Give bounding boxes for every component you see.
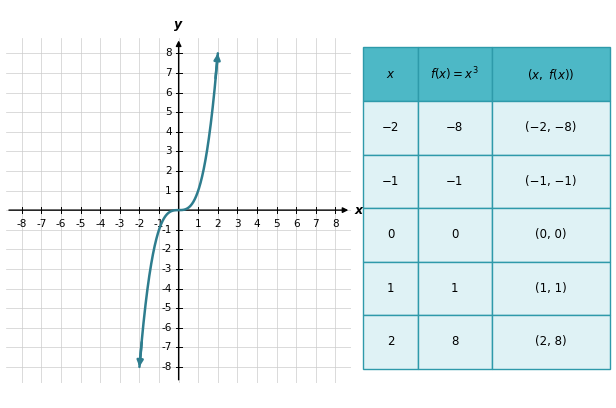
Text: $\bfit{y}$: $\bfit{y}$: [173, 19, 184, 33]
Text: 2: 2: [165, 166, 172, 176]
Text: 5: 5: [165, 107, 172, 117]
Bar: [363, 262, 418, 315]
Bar: [492, 155, 610, 208]
Text: -8: -8: [17, 219, 27, 229]
Text: -4: -4: [95, 219, 105, 229]
Bar: [418, 262, 492, 315]
Text: 8: 8: [451, 335, 458, 348]
Bar: [418, 101, 492, 155]
Text: $f(x) = x^3$: $f(x) = x^3$: [430, 65, 479, 83]
Bar: [492, 315, 610, 369]
Text: 1: 1: [451, 282, 458, 295]
Text: 4: 4: [254, 219, 261, 229]
Text: -1: -1: [161, 225, 172, 235]
Text: -3: -3: [161, 264, 172, 274]
Text: (−1, −1): (−1, −1): [525, 175, 577, 188]
Text: 0: 0: [451, 228, 458, 242]
Bar: [492, 208, 610, 262]
Bar: [363, 315, 418, 369]
Text: 7: 7: [312, 219, 319, 229]
Bar: [492, 262, 610, 315]
Text: -8: -8: [161, 362, 172, 372]
Text: 7: 7: [165, 68, 172, 78]
Bar: [418, 47, 492, 101]
Bar: [492, 101, 610, 155]
Bar: [418, 315, 492, 369]
Text: −1: −1: [446, 175, 463, 188]
Text: $x$: $x$: [386, 68, 395, 81]
Text: -6: -6: [161, 323, 172, 333]
Text: 1: 1: [195, 219, 201, 229]
Text: -3: -3: [115, 219, 125, 229]
Bar: [363, 101, 418, 155]
Text: 6: 6: [165, 88, 172, 98]
Text: 3: 3: [165, 146, 172, 156]
Text: -7: -7: [161, 342, 172, 353]
Text: 3: 3: [234, 219, 241, 229]
Text: 4: 4: [165, 127, 172, 137]
Bar: [492, 47, 610, 101]
Bar: [363, 208, 418, 262]
Bar: [363, 155, 418, 208]
Text: -2: -2: [134, 219, 145, 229]
Text: (1, 1): (1, 1): [535, 282, 567, 295]
Text: 8: 8: [165, 48, 172, 58]
Text: 2: 2: [387, 335, 394, 348]
Text: $(x,\ f(x))$: $(x,\ f(x))$: [527, 67, 574, 82]
Text: 8: 8: [332, 219, 339, 229]
Text: -5: -5: [161, 303, 172, 313]
Text: (−2, −8): (−2, −8): [525, 121, 577, 134]
Text: -2: -2: [161, 244, 172, 254]
Text: -7: -7: [36, 219, 47, 229]
Text: (0, 0): (0, 0): [535, 228, 567, 242]
Text: -6: -6: [56, 219, 67, 229]
Text: 1: 1: [387, 282, 394, 295]
Text: $\bfit{x}$: $\bfit{x}$: [354, 204, 365, 217]
Text: (2, 8): (2, 8): [535, 335, 567, 348]
Text: 0: 0: [387, 228, 394, 242]
Text: 2: 2: [214, 219, 221, 229]
Text: -5: -5: [75, 219, 86, 229]
Text: 5: 5: [274, 219, 280, 229]
Bar: [418, 155, 492, 208]
Text: 1: 1: [165, 186, 172, 195]
Bar: [363, 47, 418, 101]
Text: −1: −1: [382, 175, 399, 188]
Text: −8: −8: [446, 121, 463, 134]
Text: 6: 6: [293, 219, 299, 229]
Bar: [418, 208, 492, 262]
Text: −2: −2: [382, 121, 399, 134]
Text: -1: -1: [154, 219, 164, 229]
Text: -4: -4: [161, 284, 172, 293]
